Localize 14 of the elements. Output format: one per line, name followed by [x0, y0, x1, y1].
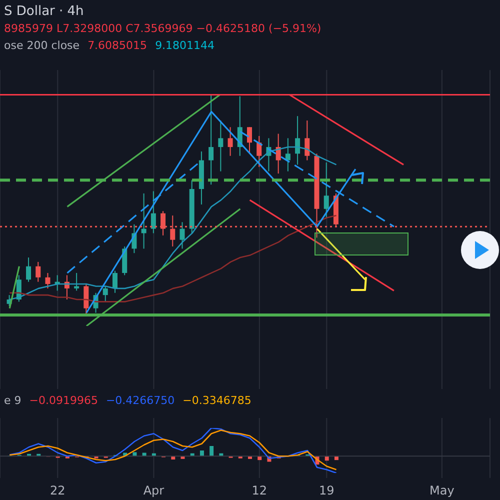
text: −0.3346785 [182, 394, 252, 407]
x-tick-label: Apr [143, 484, 164, 498]
x-tick-label: May [430, 484, 454, 498]
x-tick-label: 12 [252, 484, 268, 498]
text: 9.1801144 [155, 39, 215, 52]
x-tick-label: 19 [319, 484, 334, 498]
chart-subtitle: 8985979 L7.3298000 C7.3569969 −0.4625180 (−5.91%) [4, 22, 322, 35]
text: −0.0919965 [29, 394, 98, 407]
chart-title: S Dollar · 4h [4, 4, 84, 19]
text: −0.4266750 [106, 394, 175, 407]
text: ose 200 close [4, 39, 80, 52]
x-tick-label: 22 [50, 484, 66, 498]
text: e 9 [4, 394, 22, 407]
text: 7.6085015 [88, 39, 148, 52]
